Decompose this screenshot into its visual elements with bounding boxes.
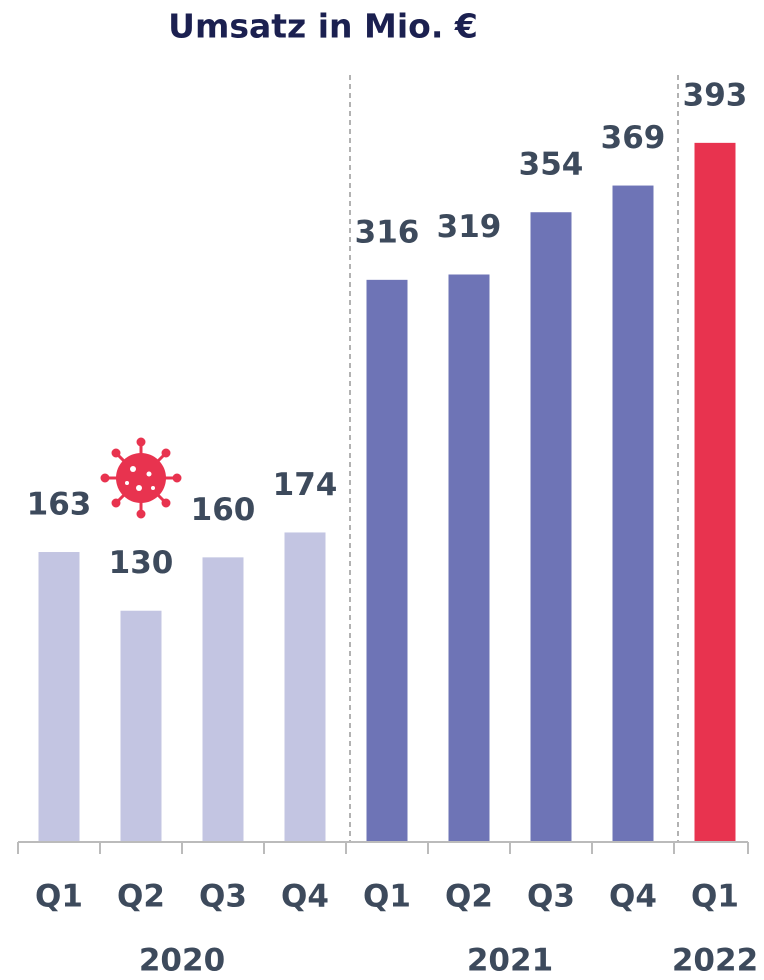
value-label: 163 [27,487,92,523]
group-label: 2020 [139,943,225,979]
group-label: 2021 [467,943,553,979]
x-tick-label: Q3 [199,879,247,915]
chart-title: Umsatz in Mio. € [168,7,478,46]
value-label: 393 [683,77,748,113]
x-tick-label: Q2 [445,879,493,915]
bar [366,279,408,842]
x-tick-label: Q4 [609,879,657,915]
value-label: 369 [601,120,666,156]
bar [202,557,244,842]
x-tick-label: Q4 [281,879,329,915]
bar [448,274,490,842]
bar [530,212,572,842]
bar [694,142,736,842]
value-label: 354 [519,147,584,183]
bar [38,552,80,842]
value-label: 160 [191,492,256,528]
virus-icon [100,437,182,519]
x-tick-label: Q3 [527,879,575,915]
bar [120,610,162,842]
x-tick-label: Q1 [691,879,739,915]
x-tick-label: Q2 [117,879,165,915]
x-tick-label: Q1 [363,879,411,915]
x-tick-label: Q1 [35,879,83,915]
bar [612,185,654,842]
value-label: 130 [109,545,174,581]
group-label: 2022 [672,943,758,979]
value-label: 319 [437,209,502,245]
bar [284,532,326,842]
value-label: 316 [355,214,420,250]
value-label: 174 [273,467,338,503]
